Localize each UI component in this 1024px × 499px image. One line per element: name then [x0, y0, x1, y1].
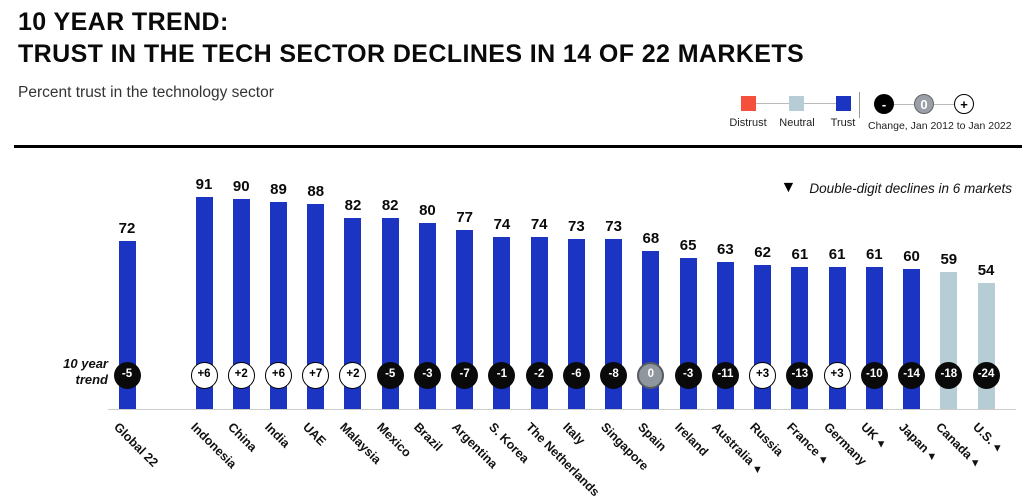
trend-badge: -3 — [413, 361, 441, 389]
category-label: India — [262, 420, 294, 451]
legend-label-trust: Trust — [830, 117, 856, 129]
trend-badge: -8 — [600, 361, 628, 389]
legend-label-neutral: Neutral — [779, 117, 815, 129]
change-negative-icon: - — [874, 94, 894, 114]
category-label: Italy — [560, 420, 589, 448]
trend-badge: -10 — [860, 361, 888, 389]
header-divider — [14, 145, 1022, 148]
trend-badge: -11 — [711, 361, 739, 389]
bar-value: 60 — [903, 248, 920, 265]
trend-row-label-line2: trend — [75, 372, 109, 387]
category-label: UK▼ — [858, 420, 887, 451]
decline-triangle-icon: ▼ — [817, 454, 829, 467]
trend-badge: -7 — [451, 361, 479, 389]
category-label: Ireland — [672, 420, 712, 459]
bar — [344, 218, 362, 409]
category-label: U.S.▼ — [970, 420, 1003, 455]
trend-badge: -1 — [488, 361, 516, 389]
change-legend-caption: Change, Jan 2012 to Jan 2022 — [868, 120, 1012, 132]
chart-subtitle: Percent trust in the technology sector — [18, 84, 274, 101]
trend-badge: +2 — [227, 361, 255, 389]
bar-value: 73 — [605, 218, 622, 235]
category-label: Japan▼ — [895, 420, 937, 464]
bar-value: 62 — [754, 244, 771, 261]
trend-badge: -6 — [562, 361, 590, 389]
x-axis-line — [108, 409, 1016, 410]
trend-badge: +3 — [823, 361, 851, 389]
bar — [381, 218, 399, 409]
bar — [195, 197, 213, 409]
trust-swatch — [836, 96, 851, 111]
trend-badge: -5 — [376, 361, 404, 389]
bar-value: 61 — [828, 246, 846, 263]
decline-triangle-icon: ▼ — [875, 438, 887, 451]
bar-value: 91 — [195, 176, 213, 193]
decline-triangle-icon: ▼ — [969, 457, 981, 470]
category-label: Spain — [634, 420, 669, 454]
change-zero-icon: 0 — [914, 94, 934, 114]
trend-badge: 0 — [637, 361, 665, 389]
bar-chart: ▼ Double-digit declines in 6 markets 10 … — [0, 150, 1024, 499]
trend-badge: -5 — [113, 361, 141, 389]
decline-annotation: ▼ Double-digit declines in 6 markets — [781, 180, 1012, 196]
bar-value: 68 — [642, 230, 660, 247]
bar — [977, 283, 995, 409]
bar-value: 59 — [940, 251, 958, 268]
bar-value: 82 — [344, 197, 362, 214]
bar-value: 65 — [679, 237, 697, 254]
decline-annotation-text: Double-digit declines in 6 markets — [809, 180, 1012, 196]
trend-badge: -24 — [972, 361, 1000, 389]
trend-badge: -13 — [786, 361, 814, 389]
title-line-2: TRUST IN THE TECH SECTOR DECLINES IN 14 … — [18, 40, 805, 68]
trend-row-label-line1: 10 year — [63, 356, 108, 371]
neutral-swatch — [789, 96, 804, 111]
page-title: 10 YEAR TREND: TRUST IN THE TECH SECTOR … — [18, 6, 804, 70]
bar-value: 74 — [530, 216, 548, 233]
category-label: UAE — [299, 420, 329, 449]
trend-badge: -14 — [898, 361, 926, 389]
category-label: Brazil — [411, 420, 446, 454]
bar-value: 74 — [493, 216, 511, 233]
bar — [307, 204, 325, 409]
bar-value: 80 — [419, 202, 436, 219]
trend-badge: +6 — [264, 361, 292, 389]
trend-badge: -2 — [525, 361, 553, 389]
title-line-1: 10 YEAR TREND: — [18, 8, 229, 36]
legend-label-distrust: Distrust — [729, 117, 767, 129]
bar-value: 54 — [977, 262, 995, 279]
trend-badge: +6 — [190, 361, 218, 389]
decline-triangle-icon: ▼ — [992, 442, 1003, 455]
bar — [269, 202, 287, 409]
bar-value: 61 — [865, 246, 883, 263]
bar-value: 77 — [456, 209, 474, 226]
trend-badge: +7 — [302, 361, 330, 389]
decline-triangle-icon: ▼ — [925, 451, 937, 464]
distrust-swatch — [741, 96, 756, 111]
bar-value: 89 — [270, 181, 287, 198]
trend-badge: -3 — [674, 361, 702, 389]
trend-badge: -18 — [935, 361, 963, 389]
bar-value: 82 — [381, 197, 399, 214]
legend-separator — [859, 92, 860, 118]
bar-value: 63 — [717, 241, 734, 258]
bar-value: 73 — [568, 218, 585, 235]
bar-value: 61 — [791, 246, 809, 263]
trend-row-label: 10 year trend — [34, 356, 108, 388]
bar-value: 88 — [307, 183, 325, 200]
bar — [232, 199, 250, 409]
down-triangle-icon: ▼ — [780, 179, 797, 196]
bar-value: 90 — [232, 178, 250, 195]
trend-badge: +3 — [749, 361, 777, 389]
category-label: China — [225, 420, 260, 455]
category-label: Global 22 — [111, 420, 161, 470]
trend-badge: +2 — [339, 361, 367, 389]
bar-value: 72 — [118, 220, 136, 237]
decline-triangle-icon: ▼ — [752, 463, 763, 476]
change-positive-icon: + — [954, 94, 974, 114]
